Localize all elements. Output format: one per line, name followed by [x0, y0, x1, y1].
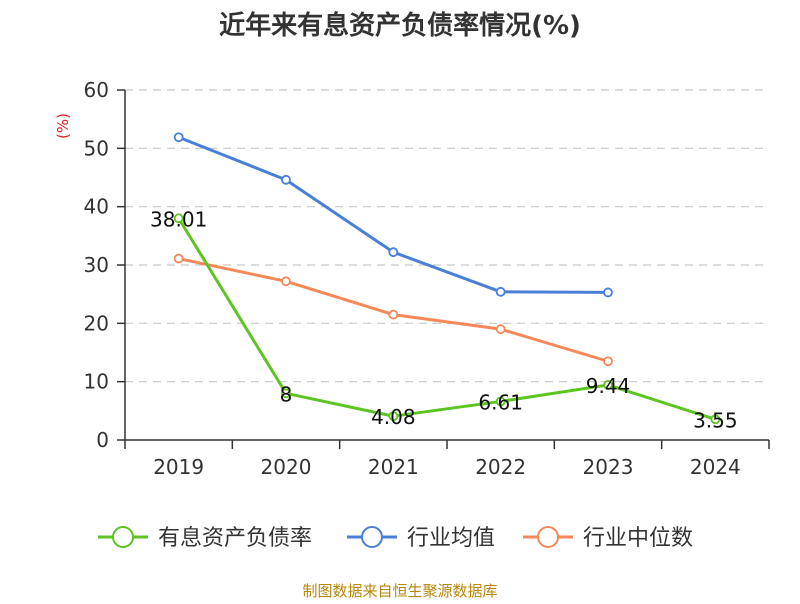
- data-point: [281, 174, 291, 185]
- data-point: [495, 396, 506, 407]
- series-line-1: [177, 217, 716, 421]
- data-point: [710, 414, 721, 425]
- grid: [125, 89, 769, 383]
- legend-marker-icon: [361, 526, 383, 548]
- series: [173, 132, 721, 425]
- data-point: [603, 287, 613, 298]
- x-tick-label: 2022: [475, 455, 526, 479]
- y-axis-unit: (%): [54, 113, 72, 139]
- data-point: [603, 356, 613, 367]
- data-point: [281, 388, 291, 399]
- data-point: [173, 132, 184, 143]
- x-tick-label: 2024: [690, 455, 741, 479]
- data-labels: 38.01 8 4.08 6.61 9.44 3.55: [150, 207, 738, 432]
- data-point: [495, 286, 506, 297]
- data-point: [388, 411, 399, 422]
- data-point: [281, 276, 291, 287]
- data-point: [495, 324, 506, 335]
- x-tick-label: 2023: [583, 455, 634, 479]
- data-label: 8: [280, 382, 293, 406]
- axes: 0 10 20 30 40 50 60 2019 2020 2021 2022 2023 2024: [84, 78, 770, 479]
- legend-marker-icon: [537, 526, 559, 548]
- x-tick-label: 2019: [153, 455, 204, 479]
- data-point: [388, 309, 399, 320]
- data-point: [173, 253, 184, 264]
- x-tick-label: 2021: [368, 455, 419, 479]
- chart-title: 近年来有息资产负债率情况(%): [219, 10, 581, 41]
- data-label: 38.01: [150, 207, 207, 231]
- source-note: 制图数据来自恒生聚源数据库: [302, 582, 497, 600]
- data-label: 9.44: [586, 374, 631, 398]
- legend-marker-icon: [112, 526, 134, 548]
- y-tick-label: 0: [96, 428, 109, 452]
- data-label: 3.55: [693, 408, 738, 432]
- legend-label: 有息资产负债率: [158, 526, 312, 551]
- data-point: [388, 247, 399, 258]
- y-tick-label: 10: [84, 370, 109, 394]
- legend-label: 行业中位数: [583, 526, 693, 551]
- series-line-2: [178, 135, 609, 294]
- y-tick-label: 40: [84, 195, 109, 219]
- data-point: [603, 380, 613, 390]
- y-tick-label: 60: [84, 78, 109, 102]
- x-tick-label: 2020: [261, 455, 312, 479]
- data-label: 4.08: [371, 405, 416, 429]
- data-label: 6.61: [478, 390, 523, 414]
- y-tick-label: 20: [84, 311, 109, 335]
- y-tick-label: 30: [84, 253, 109, 277]
- legend: 有息资产负债率 行业均值 行业中位数: [98, 526, 693, 551]
- legend-label: 行业均值: [407, 526, 495, 551]
- data-point: [173, 213, 184, 224]
- y-tick-label: 50: [84, 136, 109, 160]
